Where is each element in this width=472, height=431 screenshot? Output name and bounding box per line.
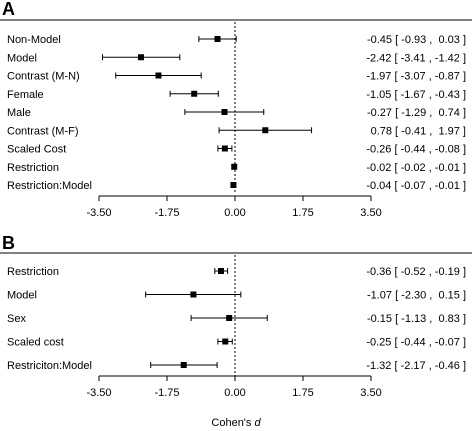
forest-row: Non-Model -0.45 [ -0.93 , 0.03 ]	[7, 34, 466, 46]
forest-row: Restriciton:Model -1.32 [ -2.17 , -0.46 ]	[7, 360, 466, 372]
panel-b-letter: B	[2, 233, 15, 253]
row-label: Contrast (M-N)	[7, 71, 80, 83]
x-axis-title: Cohen's d	[211, 417, 261, 429]
x-tick-label: 0.00	[224, 387, 245, 399]
row-ci-text: -1.97 [ -3.07 , -0.87 ]	[366, 71, 466, 83]
point-estimate-marker	[191, 90, 198, 97]
row-label: Restriciton:Model	[7, 360, 92, 372]
panel-a-letter: A	[2, 0, 15, 19]
x-tick-label: 1.75	[292, 387, 313, 399]
x-tick-label: 1.75	[292, 207, 313, 219]
point-estimate-marker	[190, 291, 197, 298]
forest-row: Restriction -0.02 [ -0.02 , -0.01 ]	[7, 162, 466, 174]
forest-row: Contrast (M-F) 0.78 [ -0.41 , 1.97 ]	[7, 125, 466, 137]
forest-row: Male -0.27 [ -1.29 , 0.74 ]	[7, 107, 466, 119]
x-tick-label: -3.50	[86, 207, 111, 219]
point-estimate-marker	[218, 268, 225, 274]
forest-row: Model -1.07 [ -2.30 , 0.15 ]	[7, 290, 466, 302]
row-ci-text: -1.05 [ -1.67 , -0.43 ]	[366, 89, 466, 101]
panel-a-rows: Non-Model -0.45 [ -0.93 , 0.03 ] Model -2.4…	[7, 22, 466, 192]
row-label: Restriction	[7, 266, 59, 278]
row-label: Contrast (M-F)	[7, 125, 79, 137]
row-label: Female	[7, 89, 44, 101]
row-label: Scaled Cost	[7, 144, 66, 156]
x-axis-title-italic: d	[254, 417, 261, 429]
row-ci-text: -1.32 [ -2.17 , -0.46 ]	[366, 360, 466, 372]
x-tick-label: 3.50	[360, 387, 381, 399]
row-label: Non-Model	[7, 34, 61, 46]
row-label: Scaled cost	[7, 337, 64, 349]
row-ci-text: -0.36 [ -0.52 , -0.19 ]	[366, 266, 466, 278]
row-ci-text: -2.42 [ -3.41 , -1.42 ]	[366, 52, 466, 64]
row-label: Male	[7, 107, 31, 119]
row-ci-text: -0.15 [ -1.13 , 0.83 ]	[367, 313, 466, 325]
forest-row: Restriction -0.36 [ -0.52 , -0.19 ]	[7, 266, 466, 278]
forest-row: Scaled cost -0.25 [ -0.44 , -0.07 ]	[7, 337, 466, 349]
row-ci-text: 0.78 [ -0.41 , 1.97 ]	[371, 125, 466, 137]
row-ci-text: -0.25 [ -0.44 , -0.07 ]	[366, 337, 466, 349]
point-estimate-marker	[214, 36, 221, 42]
row-label: Restriction:Model	[7, 180, 92, 192]
point-estimate-marker	[221, 145, 228, 152]
point-estimate-marker	[155, 72, 162, 79]
panel-b-rows: Restriction -0.36 [ -0.52 , -0.19 ] Model -…	[7, 255, 466, 376]
x-tick-label: 0.00	[224, 207, 245, 219]
panel-b-x-axis: -3.50 -1.75 0.00 1.75 3.50	[86, 375, 382, 399]
x-tick-label: -3.50	[86, 387, 111, 399]
point-estimate-marker	[137, 54, 144, 61]
forest-row: Scaled Cost -0.26 [ -0.44 , -0.08 ]	[7, 144, 466, 156]
point-estimate-marker	[180, 362, 187, 368]
point-estimate-marker	[222, 338, 229, 345]
row-label: Model	[7, 52, 37, 64]
point-estimate-marker	[221, 109, 228, 115]
row-ci-text: -0.27 [ -1.29 , 0.74 ]	[367, 107, 466, 119]
point-estimate-marker	[226, 315, 233, 321]
forest-row: Restriction:Model -0.04 [ -0.07 , -0.01 ]	[7, 180, 466, 192]
row-ci-text: -0.02 [ -0.02 , -0.01 ]	[366, 162, 466, 174]
forest-row: Model -2.42 [ -3.41 , -1.42 ]	[7, 52, 466, 64]
x-tick-label: 3.50	[360, 207, 381, 219]
x-tick-label: -1.75	[154, 387, 179, 399]
x-tick-label: -1.75	[154, 207, 179, 219]
panel-a-x-axis: -3.50 -1.75 0.00 1.75 3.50	[86, 195, 382, 219]
row-label: Sex	[7, 313, 26, 325]
panel-a: A Non-Model -0.45 [ -0.93 , 0.03 ] Model -2…	[0, 0, 472, 219]
row-label: Restriction	[7, 162, 59, 174]
row-label: Model	[7, 290, 37, 302]
row-ci-text: -0.26 [ -0.44 , -0.08 ]	[366, 144, 466, 156]
panel-b: B Restriction -0.36 [ -0.52 , -0.19 ] Mode…	[0, 233, 472, 399]
point-estimate-marker	[262, 127, 269, 134]
row-ci-text: -0.04 [ -0.07 , -0.01 ]	[366, 180, 466, 192]
forest-row: Sex -0.15 [ -1.13 , 0.83 ]	[7, 313, 466, 325]
x-axis-title-prefix: Cohen's	[211, 417, 254, 429]
row-ci-text: -0.45 [ -0.93 , 0.03 ]	[367, 34, 466, 46]
row-ci-text: -1.07 [ -2.30 , 0.15 ]	[367, 290, 466, 302]
forest-row: Contrast (M-N) -1.97 [ -3.07 , -0.87 ]	[7, 71, 466, 83]
forest-row: Female -1.05 [ -1.67 , -0.43 ]	[7, 89, 466, 101]
point-estimate-marker	[231, 163, 238, 170]
point-estimate-marker	[230, 182, 237, 188]
